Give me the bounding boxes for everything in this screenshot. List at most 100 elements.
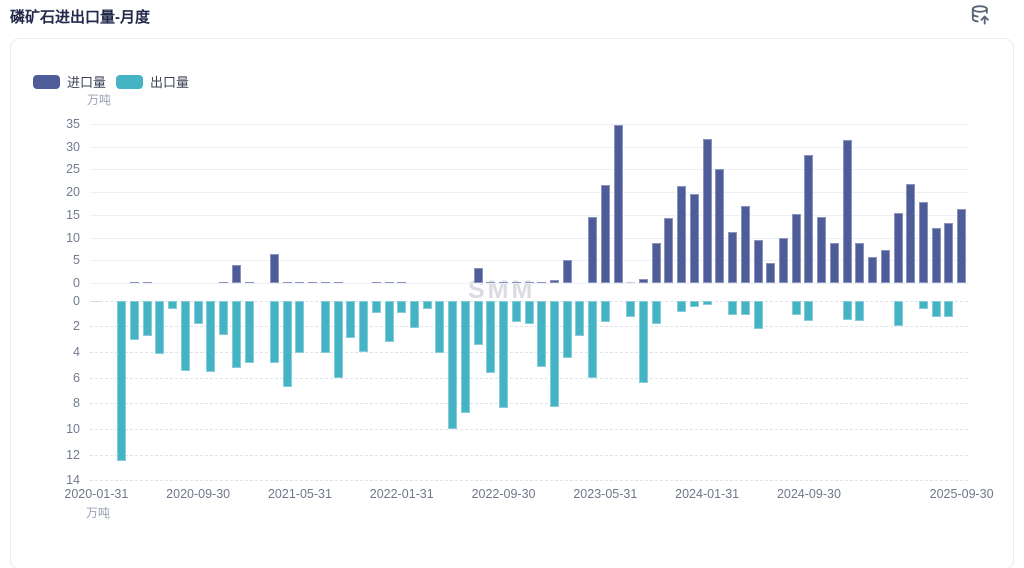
export-bar[interactable] [639,300,649,383]
export-bar[interactable] [804,300,814,322]
import-bar[interactable] [384,281,394,283]
import-bar[interactable] [702,139,712,283]
import-bar[interactable] [244,281,254,283]
export-bar[interactable] [244,300,254,364]
export-bar[interactable] [168,300,178,309]
import-bar[interactable] [537,281,547,283]
import-bar[interactable] [130,281,140,283]
export-bar[interactable] [193,300,203,324]
export-bar[interactable] [791,300,801,315]
import-bar[interactable] [549,280,559,283]
import-bar[interactable] [524,281,534,283]
import-bar[interactable] [626,281,636,283]
export-bar[interactable] [537,300,547,367]
import-bar[interactable] [600,185,610,283]
export-data-button[interactable] [968,4,996,32]
export-bar[interactable] [270,300,279,364]
import-bar[interactable] [397,281,407,283]
import-bar[interactable] [740,205,750,283]
export-bar[interactable] [931,300,941,318]
export-bar[interactable] [626,300,636,317]
import-bar[interactable] [957,208,967,283]
export-bar[interactable] [142,300,152,337]
export-bar[interactable] [944,300,954,318]
export-bar[interactable] [409,300,419,329]
import-bar[interactable] [715,169,725,283]
import-bar[interactable] [295,281,305,283]
import-bar[interactable] [766,263,776,283]
export-bar[interactable] [359,300,369,352]
import-bar[interactable] [231,265,241,283]
export-bar[interactable] [855,300,865,322]
import-bar[interactable] [728,232,738,283]
export-bar[interactable] [893,300,903,327]
import-bar[interactable] [486,281,496,283]
export-bar[interactable] [600,300,610,322]
export-bar[interactable] [702,300,712,305]
import-bar[interactable] [651,243,661,283]
export-bar[interactable] [511,300,521,322]
import-bar[interactable] [282,281,292,283]
export-bar[interactable] [155,300,165,355]
import-bar[interactable] [333,281,343,283]
export-bar[interactable] [282,300,292,387]
export-bar[interactable] [575,300,585,337]
export-bar[interactable] [422,300,432,310]
export-bar[interactable] [384,300,394,342]
export-bar[interactable] [219,300,229,335]
import-bar[interactable] [613,124,623,283]
import-bar[interactable] [270,254,279,283]
export-bar[interactable] [295,300,305,354]
export-bar[interactable] [346,300,356,338]
export-bar[interactable] [549,300,559,407]
import-bar[interactable] [906,183,916,283]
export-bar[interactable] [231,300,241,368]
export-bar[interactable] [588,300,598,379]
import-bar[interactable] [371,281,381,283]
export-bar[interactable] [460,300,470,413]
export-bar[interactable] [740,300,750,315]
export-bar[interactable] [651,300,661,324]
import-bar[interactable] [320,281,330,283]
import-bar[interactable] [677,186,687,283]
import-bar[interactable] [791,213,801,283]
legend-item-imports[interactable]: 进口量 [33,72,106,91]
export-bar[interactable] [130,300,140,341]
import-bar[interactable] [855,242,865,283]
import-bar[interactable] [142,281,152,283]
export-bar[interactable] [333,300,343,378]
import-bar[interactable] [868,257,878,283]
export-bar[interactable] [842,300,852,320]
import-bar[interactable] [931,228,941,283]
import-bar[interactable] [664,217,674,283]
export-bar[interactable] [524,300,534,324]
export-bar[interactable] [918,300,928,309]
export-bar[interactable] [677,300,687,313]
export-bar[interactable] [486,300,496,374]
export-bar[interactable] [448,300,458,429]
import-bar[interactable] [804,155,814,283]
export-bar[interactable] [206,300,216,372]
legend-item-exports[interactable]: 出口量 [116,72,189,91]
import-bar[interactable] [308,281,318,283]
import-bar[interactable] [918,201,928,283]
import-bar[interactable] [778,238,788,283]
import-bar[interactable] [639,279,649,283]
import-bar[interactable] [753,239,763,283]
export-bar[interactable] [562,300,572,359]
import-bar[interactable] [562,259,572,283]
export-bar[interactable] [473,300,483,345]
export-bar[interactable] [753,300,763,329]
import-bar[interactable] [893,212,903,283]
export-bar[interactable] [499,300,509,409]
export-bar[interactable] [397,300,407,314]
import-bar[interactable] [842,139,852,283]
export-bar[interactable] [435,300,445,354]
import-bar[interactable] [880,249,890,283]
import-bar[interactable] [829,242,839,283]
export-bar[interactable] [689,300,699,307]
export-bar[interactable] [320,300,330,354]
import-bar[interactable] [588,217,598,283]
import-bar[interactable] [219,281,229,283]
import-bar[interactable] [473,268,483,283]
